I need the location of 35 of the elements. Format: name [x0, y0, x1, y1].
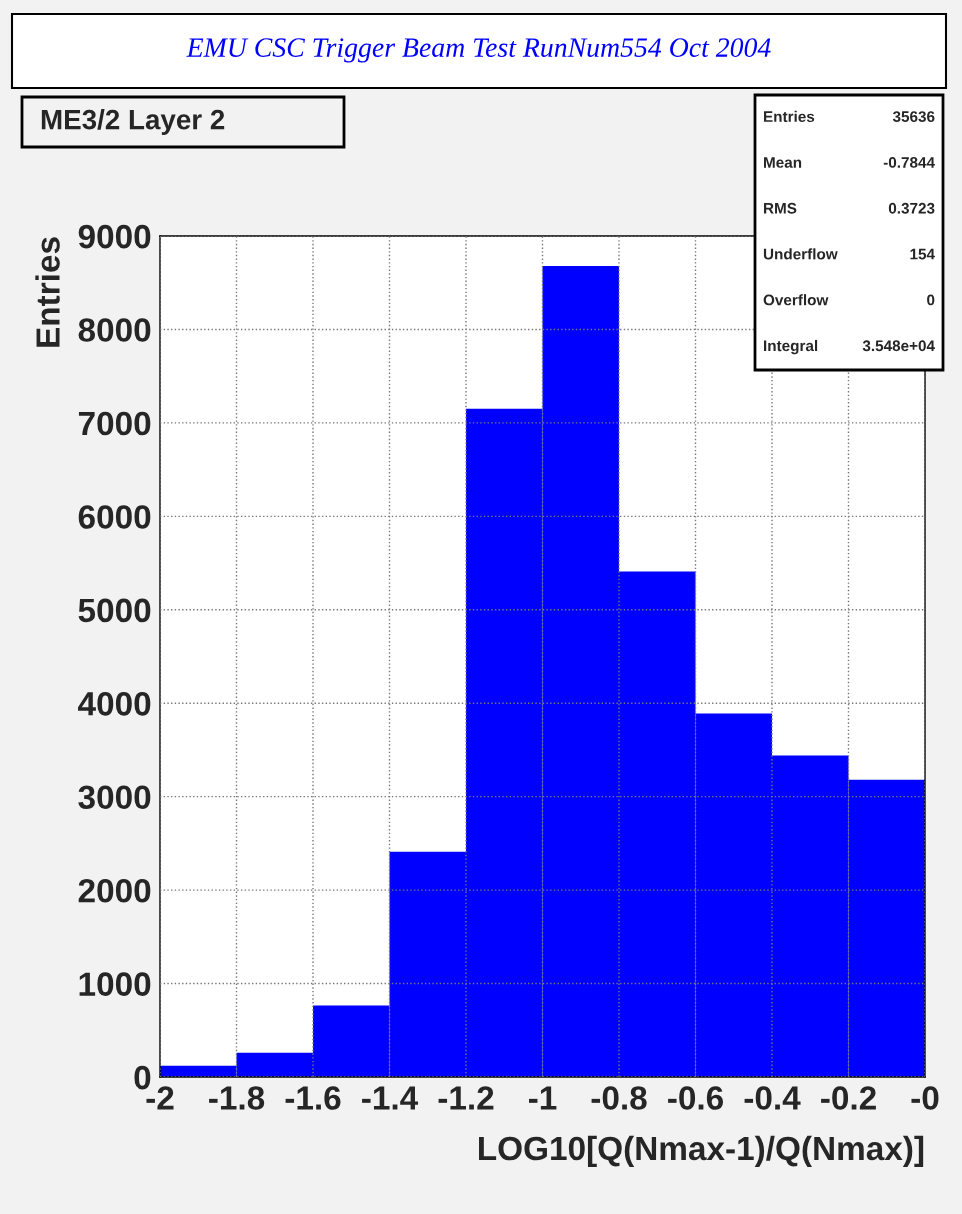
annotation: 154: [910, 248, 935, 260]
text: Mean: [764, 157, 802, 168]
y-tick-label: 7000: [78, 411, 151, 436]
x-tick-label: -0.2: [821, 1086, 876, 1110]
annotation: Integral: [764, 339, 818, 355]
x-tick-label: -1.2: [438, 1086, 494, 1110]
y-tick-label: 4000: [78, 692, 151, 716]
text: -0.7844: [883, 157, 935, 168]
y-tick-label: 1000: [79, 972, 151, 996]
y-tick-label: 8000: [78, 318, 151, 342]
annotation: Underflow: [763, 248, 838, 260]
y-tick-label: 5000: [78, 598, 151, 623]
x-tick-label: -1.4: [362, 1086, 419, 1110]
y-tick-label: 2000: [78, 878, 151, 903]
chart-subtitle: ME3/2 Layer 2: [41, 109, 225, 135]
text: Entries: [764, 110, 815, 123]
annotation: Overflow: [763, 294, 829, 306]
annotation: 3.548e+04: [862, 340, 935, 352]
y-axis-title: Entries: [35, 237, 60, 347]
x-tick-label: -0.6: [668, 1086, 724, 1110]
x-tick-label: -1.6: [285, 1086, 341, 1110]
text: RMS: [764, 202, 797, 214]
text: 0.3723: [888, 202, 935, 214]
y-tick-label: 6000: [78, 505, 151, 529]
y-tick-label: 3000: [78, 785, 151, 810]
x-tick-label: -0.4: [744, 1086, 801, 1110]
x-tick-label: -1: [528, 1086, 557, 1110]
x-tick-label: -0.8: [591, 1086, 647, 1110]
y-tick-label: 9000: [78, 224, 151, 249]
chart-title: EMU CSC Trigger Beam Test RunNum554 Oct 2004: [186, 38, 771, 63]
text: 0: [927, 294, 935, 306]
text: 35636: [892, 111, 935, 123]
x-axis-title: LOG10[Q(Nmax-1)/Q(Nmax)]: [479, 1135, 924, 1167]
x-tick-label: -1.8: [209, 1086, 265, 1110]
x-tick-label: -0: [911, 1086, 939, 1110]
